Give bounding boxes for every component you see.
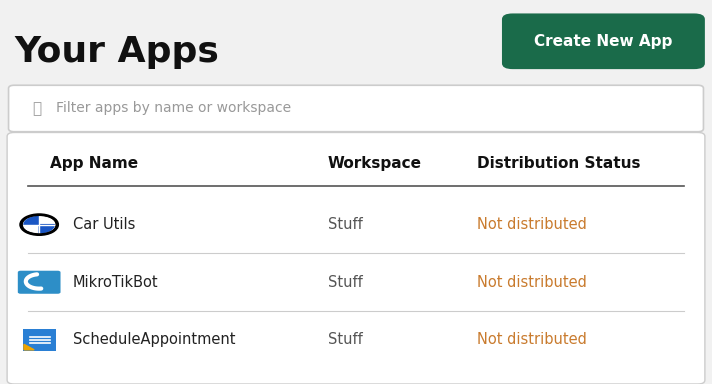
Text: Your Apps: Your Apps: [14, 35, 219, 69]
Polygon shape: [24, 344, 34, 350]
Text: MikroTikBot: MikroTikBot: [73, 275, 158, 290]
Text: ⌕: ⌕: [32, 101, 41, 116]
Text: Not distributed: Not distributed: [477, 275, 587, 290]
Circle shape: [21, 215, 58, 235]
Polygon shape: [39, 225, 54, 233]
Text: Stuff: Stuff: [328, 217, 362, 232]
FancyBboxPatch shape: [18, 271, 61, 294]
Text: Workspace: Workspace: [328, 156, 422, 171]
Text: App Name: App Name: [50, 156, 138, 171]
Text: Filter apps by name or workspace: Filter apps by name or workspace: [56, 101, 290, 116]
Text: Stuff: Stuff: [328, 275, 362, 290]
FancyBboxPatch shape: [9, 85, 703, 132]
Text: Stuff: Stuff: [328, 332, 362, 348]
Text: Car Utils: Car Utils: [73, 217, 135, 232]
Text: ScheduleAppointment: ScheduleAppointment: [73, 332, 235, 348]
Text: Not distributed: Not distributed: [477, 332, 587, 348]
Text: Not distributed: Not distributed: [477, 217, 587, 232]
FancyBboxPatch shape: [23, 329, 56, 351]
Text: Distribution Status: Distribution Status: [477, 156, 641, 171]
Text: Create New App: Create New App: [534, 34, 673, 49]
Polygon shape: [24, 217, 39, 225]
FancyBboxPatch shape: [502, 13, 705, 69]
Circle shape: [23, 216, 55, 233]
FancyBboxPatch shape: [7, 132, 705, 384]
